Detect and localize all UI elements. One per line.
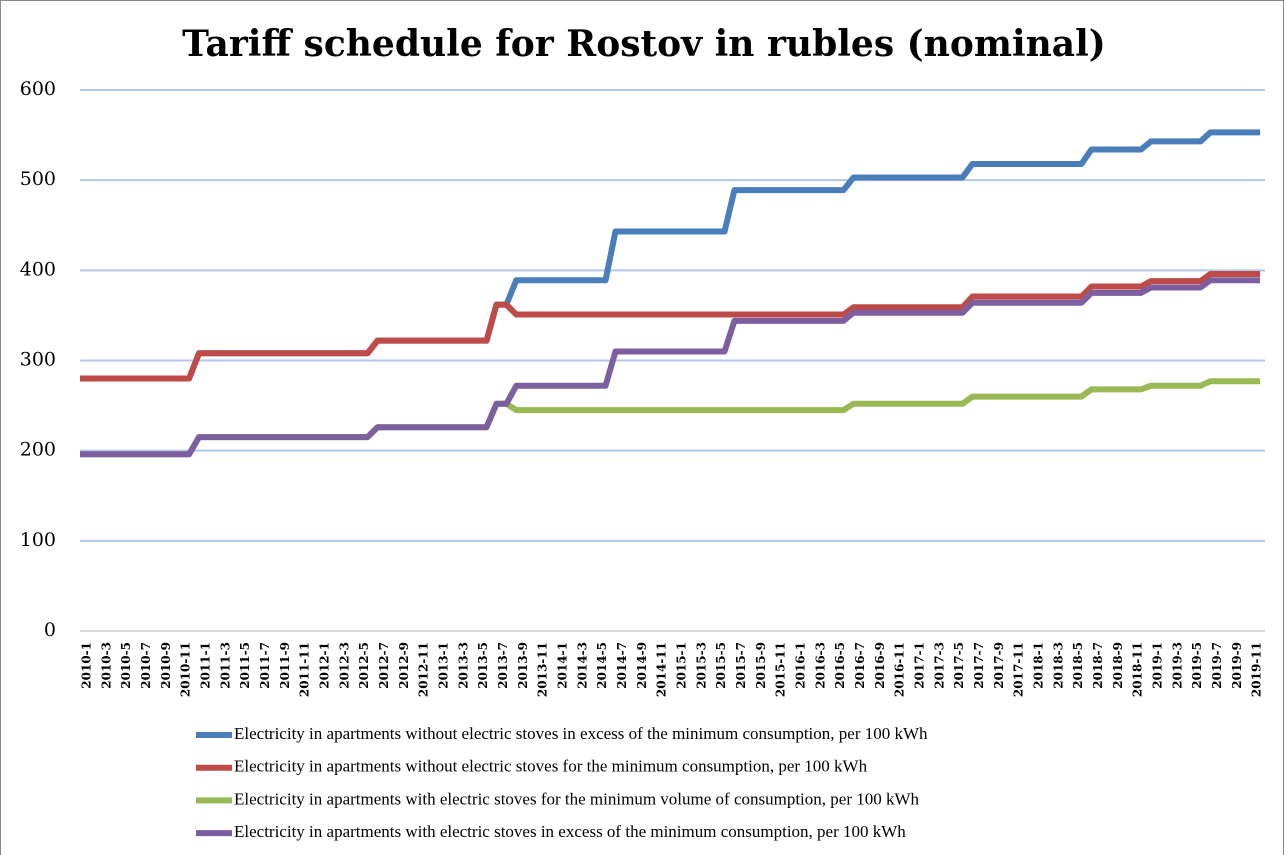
series-line <box>80 270 1260 382</box>
x-tick-label: 2015-9 <box>754 642 768 689</box>
x-tick-label: 2018-5 <box>1071 642 1085 689</box>
legend-label: Electricity in apartments with electric … <box>234 822 906 841</box>
x-tick-label: 2014-1 <box>555 642 569 689</box>
y-tick-label: 100 <box>20 529 56 551</box>
x-tick-label: 2018-9 <box>1111 642 1125 689</box>
x-tick-label: 2012-11 <box>417 642 431 697</box>
x-tick-label: 2019-11 <box>1250 642 1264 697</box>
x-tick-label: 2012-3 <box>337 642 351 689</box>
x-tick-label: 2016-5 <box>833 642 847 689</box>
x-tick-label: 2017-1 <box>912 642 926 689</box>
x-tick-label: 2015-7 <box>734 642 748 689</box>
x-tick-label: 2011-11 <box>298 642 312 697</box>
x-tick-label: 2018-11 <box>1131 642 1145 697</box>
x-tick-label: 2013-7 <box>496 642 510 689</box>
x-tick-label: 2015-5 <box>714 642 728 689</box>
x-tick-label: 2019-9 <box>1230 642 1244 689</box>
x-tick-label: 2011-5 <box>238 642 252 689</box>
x-tick-label: 2012-1 <box>317 642 331 689</box>
x-tick-label: 2010-7 <box>139 642 153 689</box>
x-tick-label: 2014-5 <box>595 642 609 689</box>
y-tick-label: 400 <box>20 258 56 280</box>
x-tick-label: 2017-7 <box>972 642 986 689</box>
legend-label: Electricity in apartments with electric … <box>234 789 920 808</box>
x-tick-label: 2015-1 <box>674 642 688 689</box>
x-tick-label: 2016-1 <box>793 642 807 689</box>
x-tick-label: 2017-5 <box>952 642 966 689</box>
y-tick-label: 600 <box>20 78 56 100</box>
x-tick-label: 2018-3 <box>1051 642 1065 689</box>
legend-label: Electricity in apartments without electr… <box>234 757 868 776</box>
x-tick-label: 2012-9 <box>397 642 411 689</box>
legend-label: Electricity in apartments without electr… <box>234 724 928 743</box>
y-tick-label: 500 <box>20 168 56 190</box>
x-tick-label: 2014-3 <box>575 642 589 689</box>
y-tick-label: 200 <box>20 439 56 461</box>
x-tick-label: 2019-7 <box>1210 642 1224 689</box>
x-tick-label: 2017-3 <box>932 642 946 689</box>
x-tick-label: 2013-3 <box>456 642 470 689</box>
series-line <box>80 277 1260 458</box>
x-tick-label: 2018-7 <box>1091 642 1105 689</box>
x-tick-label: 2011-1 <box>198 642 212 689</box>
x-tick-label: 2017-11 <box>1012 642 1026 697</box>
x-tick-label: 2019-3 <box>1170 642 1184 689</box>
x-tick-label: 2017-9 <box>992 642 1006 689</box>
x-tick-label: 2010-9 <box>159 642 173 689</box>
x-tick-label: 2010-1 <box>80 642 94 689</box>
x-tick-label: 2011-7 <box>258 642 272 689</box>
x-tick-label: 2014-11 <box>655 642 669 697</box>
x-tick-label: 2011-3 <box>218 642 232 689</box>
x-tick-label: 2011-9 <box>278 642 292 689</box>
chart-title: Tariff schedule for Rostov in rubles (no… <box>182 23 1106 65</box>
x-tick-label: 2013-9 <box>516 642 530 689</box>
x-tick-label: 2015-11 <box>774 642 788 697</box>
x-tick-label: 2010-3 <box>99 642 113 689</box>
x-tick-label: 2012-5 <box>357 642 371 689</box>
x-tick-label: 2016-9 <box>873 642 887 689</box>
x-tick-label: 2016-11 <box>893 642 907 697</box>
x-tick-label: 2013-1 <box>436 642 450 689</box>
x-tick-label: 2016-3 <box>813 642 827 689</box>
x-tick-label: 2018-1 <box>1031 642 1045 689</box>
x-tick-label: 2015-3 <box>694 642 708 689</box>
y-tick-label: 300 <box>20 349 56 371</box>
x-tick-label: 2016-7 <box>853 642 867 689</box>
x-tick-label: 2019-5 <box>1190 642 1204 689</box>
y-tick-label: 0 <box>44 619 56 641</box>
x-tick-label: 2013-11 <box>536 642 550 697</box>
x-tick-label: 2014-7 <box>615 642 629 689</box>
x-tick-label: 2010-5 <box>119 642 133 689</box>
x-tick-label: 2013-5 <box>476 642 490 689</box>
x-tick-label: 2012-7 <box>377 642 391 689</box>
x-tick-label: 2019-1 <box>1150 642 1164 689</box>
x-tick-label: 2014-9 <box>635 642 649 689</box>
x-tick-label: 2010-11 <box>179 642 193 697</box>
